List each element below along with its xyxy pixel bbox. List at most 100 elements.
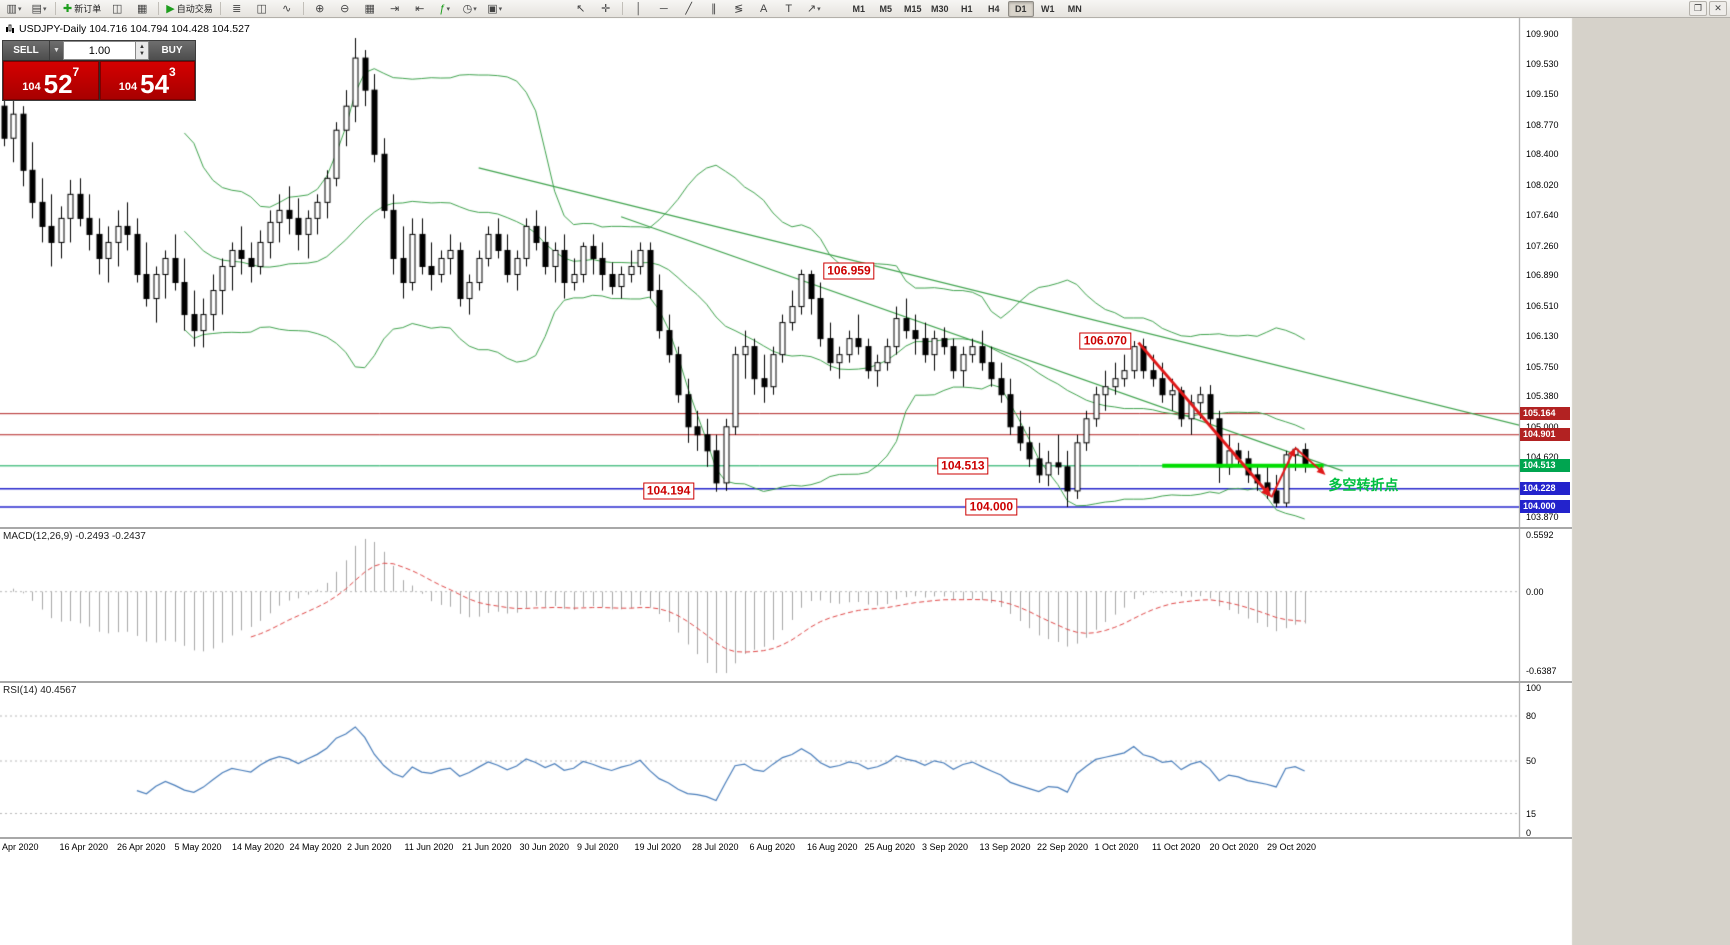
new-chart-button[interactable]: ▥ ▾ xyxy=(2,0,26,17)
data-window-icon: ▦ xyxy=(137,3,148,15)
timeframe-w1[interactable]: W1 xyxy=(1040,3,1055,14)
periods-button[interactable]: ◷ ▾ xyxy=(458,0,482,17)
profiles-button[interactable]: ▤ ▾ xyxy=(27,0,51,17)
market-watch-icon: ◫ xyxy=(112,3,123,15)
order-type-dropdown[interactable]: ▼ xyxy=(49,41,63,60)
price-axis-label: 108.400 xyxy=(1526,149,1559,160)
price-tag: 105.164 xyxy=(1520,407,1570,421)
market-watch-button[interactable]: ◫ xyxy=(105,0,129,17)
price-tag: 104.513 xyxy=(1520,459,1570,473)
new-chart-icon: ▥ xyxy=(6,3,17,15)
date-label: 1 Oct 2020 xyxy=(1094,842,1139,852)
price-annotation[interactable]: 104.194 xyxy=(642,482,695,500)
buy-price-pips: 54 xyxy=(140,69,170,99)
sell-price-button[interactable]: 104 52 7 xyxy=(3,61,99,100)
price-annotation[interactable]: 106.959 xyxy=(823,262,875,280)
timeframe-mn[interactable]: MN xyxy=(1067,3,1082,14)
label-button[interactable]: T xyxy=(777,0,801,17)
horizontal-line-button[interactable]: ─ xyxy=(652,0,676,17)
buy-button[interactable]: BUY xyxy=(149,41,195,60)
lot-spinner[interactable]: ▲ ▼ xyxy=(136,41,149,60)
arrows-button[interactable]: ↗ ▾ xyxy=(802,0,826,17)
text-icon: A xyxy=(760,2,768,15)
price-axis-label: 106.130 xyxy=(1526,331,1559,342)
date-label: 5 May 2020 xyxy=(174,842,222,852)
equidistant-channel-icon: ∥ xyxy=(710,3,717,15)
periods-icon: ◷ xyxy=(462,3,473,15)
rsi-label: RSI(14) 40.4567 xyxy=(3,685,77,696)
panel-separator[interactable] xyxy=(0,681,1572,683)
data-window-button[interactable]: ▦ xyxy=(130,0,154,17)
date-label: 16 Aug 2020 xyxy=(807,842,858,852)
price-annotation[interactable]: 104.000 xyxy=(965,498,1018,516)
workspace-background xyxy=(1572,18,1730,945)
timeframe-m5[interactable]: M5 xyxy=(879,3,892,14)
crosshair-button[interactable]: ✛ xyxy=(594,0,618,17)
panel-separator[interactable] xyxy=(0,837,1572,839)
buy-price-button[interactable]: 104 54 3 xyxy=(99,61,195,100)
candlestick-chart-button[interactable]: ◫ xyxy=(250,0,274,17)
new-order-button[interactable]: ✚ 新订单 xyxy=(60,0,104,17)
price-axis-label: 105.000 xyxy=(1526,421,1559,432)
new-order-button-label: 新订单 xyxy=(74,4,102,14)
price-axis-label: 105.750 xyxy=(1526,361,1559,372)
chart-ohlc-title: USDJPY-Daily 104.716 104.794 104.428 104… xyxy=(5,23,250,35)
price-axis-label: 106.510 xyxy=(1526,300,1559,311)
date-label: 25 Aug 2020 xyxy=(864,842,916,852)
lot-up-icon[interactable]: ▲ xyxy=(139,43,145,50)
timeframe-m30[interactable]: M30 xyxy=(930,3,949,14)
autotrading-button[interactable]: ▶ 自动交易 xyxy=(163,0,215,17)
close-window-button[interactable]: ✕ xyxy=(1709,1,1727,16)
zoom-in-icon: ⊕ xyxy=(315,3,325,15)
panel-separator[interactable] xyxy=(0,527,1572,529)
timeframe-d1[interactable]: D1 xyxy=(1007,0,1034,17)
tile-windows-button[interactable]: ▦ xyxy=(358,0,382,17)
toolbar: ▥ ▾ ▤ ▾ ✚ 新订单 ◫ ▦ ▶ 自动交易 ≣ ◫ ∿ ⊕ ⊖ ▦ ⇥ ⇤ ƒ ▾ ◷ ▾ ▣ ▾ ↖ ✛ │ ─ ╱ ∥ ≶ A T ↗ ▾… xyxy=(0,0,1730,18)
toolbar-separator xyxy=(55,2,56,15)
timeframe-m1[interactable]: M1 xyxy=(852,3,865,14)
date-label: 30 Jun 2020 xyxy=(519,842,570,852)
date-label: 9 Jul 2020 xyxy=(577,842,619,852)
line-chart-button[interactable]: ∿ xyxy=(275,0,299,17)
vertical-line-button[interactable]: │ xyxy=(627,0,651,17)
timeframe-h1[interactable]: H1 xyxy=(960,3,973,14)
arrows-icon: ↗ xyxy=(806,3,817,15)
cursor-button[interactable]: ↖ xyxy=(569,0,593,17)
price-annotation[interactable]: 104.513 xyxy=(937,457,989,475)
label-icon: T xyxy=(785,2,793,15)
text-button[interactable]: A xyxy=(752,0,776,17)
chevron-down-icon: ▾ xyxy=(817,5,821,13)
macd-axis-zero: 0.00 xyxy=(1526,586,1544,597)
restore-window-button[interactable]: ❐ xyxy=(1689,1,1707,16)
price-tag: 104.228 xyxy=(1520,482,1570,496)
chart-shift-button[interactable]: ⇤ xyxy=(408,0,432,17)
price-axis-label: 103.870 xyxy=(1526,512,1559,523)
price-axis-label: 104.620 xyxy=(1526,452,1559,463)
lot-size-input[interactable] xyxy=(63,41,136,60)
zoom-out-button[interactable]: ⊖ xyxy=(333,0,357,17)
macd-label: MACD(12,26,9) -0.2493 -0.2437 xyxy=(3,531,146,542)
indicators-button[interactable]: ƒ ▾ xyxy=(433,0,457,17)
time-axis[interactable]: Apr 2020 16 Apr 2020 26 Apr 2020 5 May 2020… xyxy=(0,838,1572,856)
price-axis-label: 108.770 xyxy=(1526,119,1559,130)
auto-scroll-button[interactable]: ⇥ xyxy=(383,0,407,17)
price-annotation[interactable]: 106.070 xyxy=(1079,332,1131,350)
timeframe-m15[interactable]: M15 xyxy=(903,3,922,14)
autotrading-button-label: 自动交易 xyxy=(176,4,213,14)
sell-button[interactable]: SELL xyxy=(3,41,49,60)
date-label: 2 Jun 2020 xyxy=(347,842,392,852)
timeframe-h4[interactable]: H4 xyxy=(987,3,1000,14)
equidistant-channel-button[interactable]: ∥ xyxy=(702,0,726,17)
zoom-in-button[interactable]: ⊕ xyxy=(308,0,332,17)
fibonacci-button[interactable]: ≶ xyxy=(727,0,751,17)
price-tag: 104.000 xyxy=(1520,500,1570,514)
templates-icon: ▣ xyxy=(487,3,498,15)
bar-chart-button[interactable]: ≣ xyxy=(225,0,249,17)
lot-down-icon[interactable]: ▼ xyxy=(139,50,145,57)
price-axis-label: 106.890 xyxy=(1526,270,1559,281)
templates-button[interactable]: ▣ ▾ xyxy=(483,0,507,17)
turning-point-note[interactable]: 多空转折点 xyxy=(1328,476,1399,493)
trendline-button[interactable]: ╱ xyxy=(677,0,701,17)
date-label: 29 Oct 2020 xyxy=(1267,842,1317,852)
